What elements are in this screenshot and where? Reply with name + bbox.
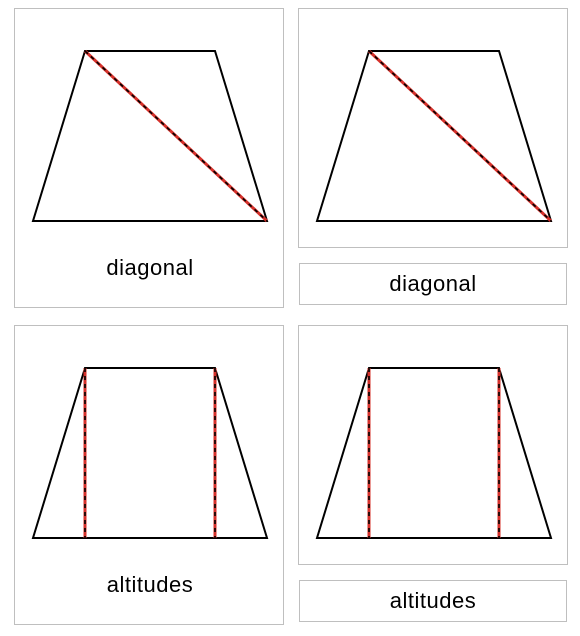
label-card-diagonal: diagonal (299, 263, 567, 305)
label-card-altitudes: altitudes (299, 580, 567, 622)
card-altitudes-control: altitudes (14, 325, 284, 625)
card-diagonal-control: diagonal (14, 8, 284, 308)
card-altitudes-picture (298, 325, 568, 565)
trapezoid-outline (317, 51, 551, 221)
trapezoid-altitudes-figure (23, 356, 277, 552)
card-diagonal-picture (298, 8, 568, 248)
trapezoid-diagonal-figure (23, 39, 277, 235)
label-altitudes: altitudes (15, 572, 285, 598)
trapezoid-outline (317, 368, 551, 538)
trapezoid-diagonal-figure (307, 39, 561, 235)
trapezoid-outline (33, 51, 267, 221)
label-altitudes-text: altitudes (390, 588, 476, 614)
trapezoid-outline (33, 368, 267, 538)
page: diagonal diagonal altitudes (0, 0, 580, 636)
label-diagonal-text: diagonal (389, 271, 476, 297)
trapezoid-altitudes-figure (307, 356, 561, 552)
label-diagonal: diagonal (15, 255, 285, 281)
